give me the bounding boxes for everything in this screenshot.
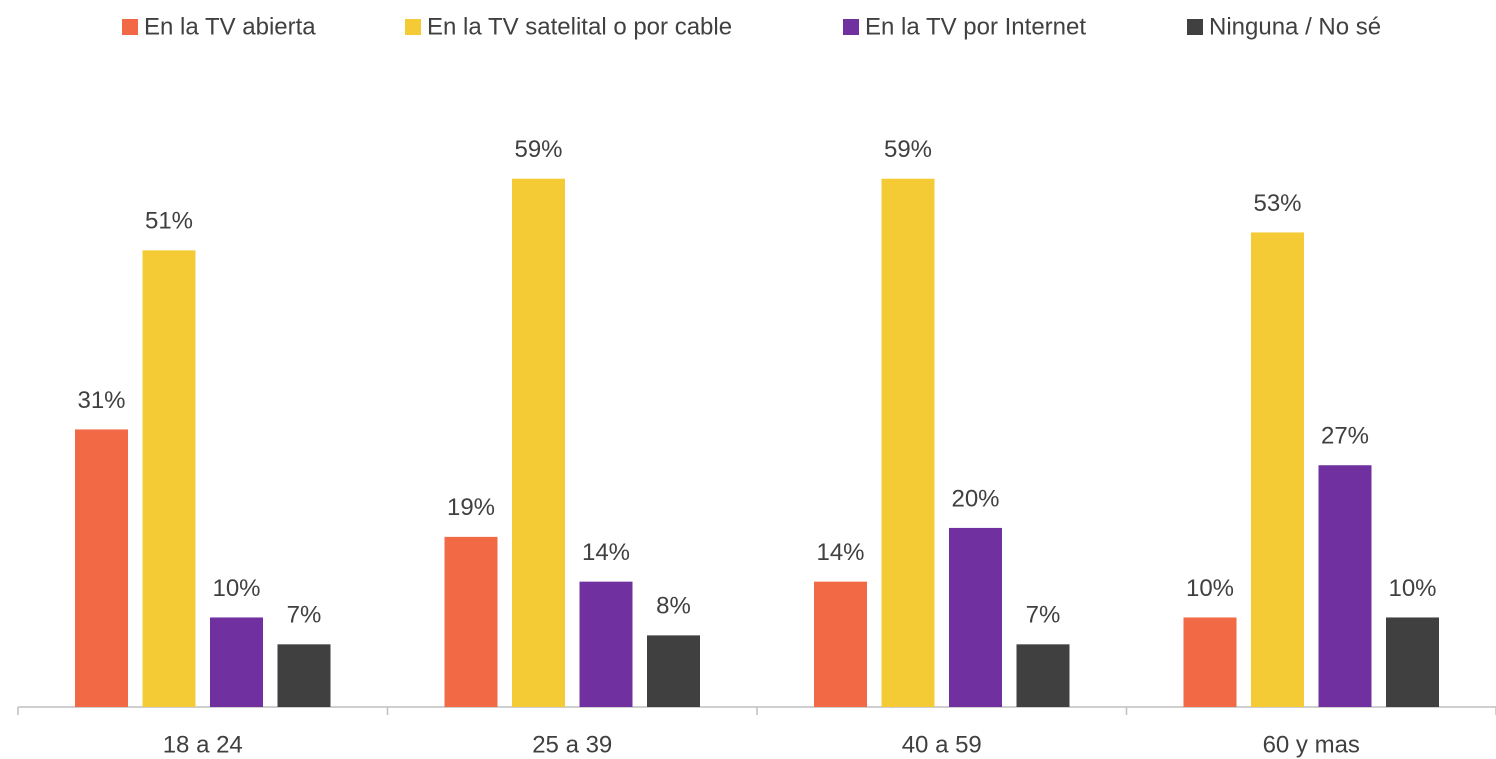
- x-tick-label: 60 y mas: [1263, 731, 1360, 758]
- data-label: 20%: [951, 485, 999, 512]
- bar: [1016, 644, 1070, 707]
- legend-label: En la TV satelital o por cable: [427, 13, 732, 40]
- data-label: 31%: [77, 387, 125, 414]
- legend-swatch: [843, 19, 859, 35]
- bar: [1251, 232, 1304, 707]
- data-label: 7%: [1026, 602, 1061, 629]
- bar: [1386, 617, 1439, 707]
- legend-label: Ninguna / No sé: [1209, 13, 1381, 40]
- legend-swatch: [1187, 19, 1203, 35]
- x-tick-label: 40 a 59: [902, 731, 982, 758]
- data-label: 51%: [145, 208, 193, 235]
- legend-swatch: [122, 19, 138, 35]
- legend-label: En la TV abierta: [144, 13, 316, 40]
- x-tick-label: 25 a 39: [532, 731, 612, 758]
- data-label: 53%: [1253, 190, 1301, 217]
- data-label: 27%: [1321, 423, 1369, 450]
- data-label: 8%: [656, 593, 691, 620]
- bar: [881, 178, 935, 707]
- data-label: 7%: [287, 602, 322, 629]
- x-tick-label: 18 a 24: [163, 731, 243, 758]
- data-label: 19%: [447, 494, 495, 521]
- legend-swatch: [405, 19, 421, 35]
- bar: [1183, 617, 1237, 707]
- bar: [1318, 465, 1372, 707]
- data-label: 14%: [816, 539, 864, 566]
- data-label: 10%: [1186, 575, 1234, 602]
- bar: [512, 178, 565, 707]
- data-label: 10%: [1388, 575, 1436, 602]
- bar: [949, 527, 1002, 707]
- bar: [444, 536, 498, 707]
- data-label: 59%: [514, 136, 562, 163]
- bar: [75, 429, 128, 707]
- bar: [814, 581, 867, 707]
- legend-label: En la TV por Internet: [865, 13, 1086, 40]
- bar: [210, 617, 263, 707]
- bar: [277, 644, 331, 707]
- data-label: 59%: [884, 136, 932, 163]
- bar: [579, 581, 633, 707]
- bar: [647, 635, 700, 707]
- data-label: 10%: [212, 575, 260, 602]
- data-label: 14%: [582, 539, 630, 566]
- bar: [142, 250, 196, 707]
